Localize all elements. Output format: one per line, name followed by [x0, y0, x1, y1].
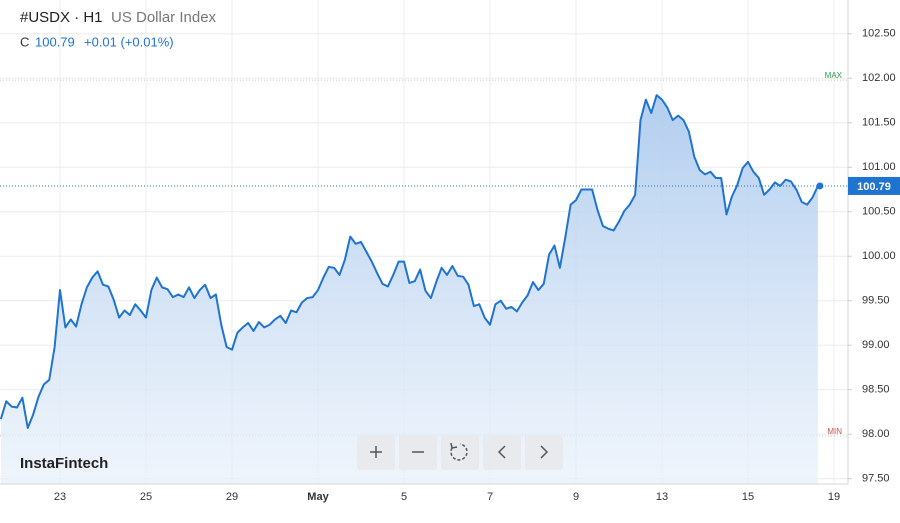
reset-button[interactable] — [441, 435, 479, 470]
y-tick-label: 98.50 — [862, 384, 890, 396]
brand-logo: InstaFintech — [20, 455, 108, 472]
y-tick-label: 98.00 — [862, 428, 890, 440]
x-tick-label: 23 — [54, 491, 66, 503]
price-line — [0, 94, 819, 429]
y-tick-label: 99.50 — [862, 295, 890, 307]
x-tick-label: 15 — [742, 491, 754, 503]
y-tick-label: 101.00 — [862, 161, 896, 173]
x-tick-label: May — [307, 491, 329, 503]
x-tick-label: 5 — [401, 491, 407, 503]
level-label: MAX — [825, 71, 843, 80]
last-price-label: 100.79 — [857, 181, 891, 193]
y-tick-label: 101.50 — [862, 117, 896, 129]
scroll-right-button[interactable] — [525, 435, 563, 470]
y-tick-label: 100.00 — [862, 250, 896, 262]
plot — [0, 94, 848, 484]
area-fill — [0, 95, 818, 484]
level-label: MIN — [827, 427, 842, 436]
y-tick-label: 102.50 — [862, 28, 896, 40]
x-tick-label: 29 — [226, 491, 238, 503]
last-point — [816, 182, 824, 190]
chart-title: #USDX · H1 — [20, 9, 103, 26]
x-tick-label: 7 — [487, 491, 493, 503]
close-label: C — [20, 34, 29, 49]
zoom-in-button[interactable] — [357, 435, 395, 470]
y-tick-label: 100.50 — [862, 206, 896, 218]
y-tick-label: 102.00 — [862, 72, 896, 84]
close-change: +0.01 (+0.01%) — [84, 34, 174, 49]
y-tick-label: 97.50 — [862, 473, 890, 485]
last-price-tag — [848, 176, 900, 195]
y-tick-label: 99.00 — [862, 339, 890, 351]
close-value: 100.79 — [35, 34, 75, 49]
zoom-out-button[interactable] — [399, 435, 437, 470]
chart-subtitle: US Dollar Index — [111, 9, 217, 26]
scroll-left-button[interactable] — [483, 435, 521, 470]
toolbar — [357, 435, 563, 470]
x-tick-label: 13 — [656, 491, 668, 503]
x-tick-label: 9 — [573, 491, 579, 503]
x-tick-label: 19 — [828, 491, 840, 503]
x-tick-label: 25 — [140, 491, 152, 503]
axes: 97.50 98.00 98.50 99.00 99.50 100.00 100.50 101… — [54, 28, 900, 503]
